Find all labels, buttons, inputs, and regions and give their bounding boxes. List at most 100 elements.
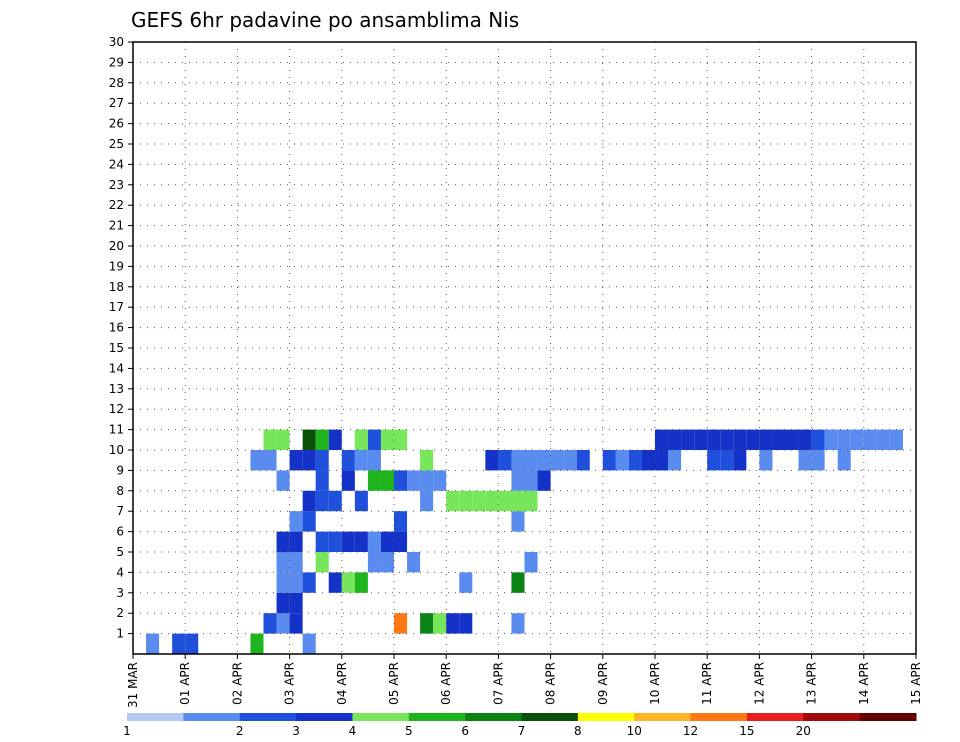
y-tick-label: 21 xyxy=(109,219,124,233)
heatmap-cell xyxy=(341,531,355,552)
heatmap-cell xyxy=(276,470,290,491)
heatmap-cell xyxy=(328,531,342,552)
y-tick-label: 28 xyxy=(109,76,124,90)
y-tick-label: 13 xyxy=(109,382,124,396)
heatmap-cell xyxy=(354,450,368,471)
heatmap-cell xyxy=(524,470,538,491)
heatmap-cell xyxy=(367,450,381,471)
heatmap-cell xyxy=(733,450,747,471)
heatmap-cell xyxy=(720,429,734,450)
heatmap-cell xyxy=(185,633,199,654)
legend-label: 5 xyxy=(405,724,413,738)
chart-title: GEFS 6hr padavine po ansamblima Nis xyxy=(131,8,519,32)
heatmap-cell xyxy=(315,552,329,573)
heatmap-cell xyxy=(511,490,525,512)
heatmap-cell xyxy=(407,470,421,491)
heatmap-cell xyxy=(837,450,851,471)
heatmap-cell xyxy=(367,429,381,450)
heatmap-cell xyxy=(498,450,512,471)
heatmap-cell xyxy=(811,429,825,450)
y-tick-label: 4 xyxy=(116,565,124,579)
legend-label: 15 xyxy=(739,724,754,738)
legend-label: 12 xyxy=(683,724,698,738)
heatmap-cell xyxy=(524,490,538,512)
heatmap-cell xyxy=(446,613,460,634)
heatmap-cell xyxy=(394,531,408,552)
heatmap-cell xyxy=(524,450,538,471)
heatmap-cell xyxy=(263,613,277,634)
heatmap-cell xyxy=(328,490,342,512)
heatmap-cell xyxy=(354,429,368,450)
heatmap-cell xyxy=(289,450,303,471)
heatmap-cell xyxy=(394,613,408,634)
x-tick-label: 14 APR xyxy=(857,662,871,705)
heatmap-cell xyxy=(759,450,773,471)
heatmap-cell xyxy=(380,470,394,491)
heatmap-cell xyxy=(511,470,525,491)
y-tick-label: 8 xyxy=(116,484,124,498)
heatmap-cell xyxy=(511,450,525,471)
legend-swatch xyxy=(577,713,635,721)
heatmap-cell xyxy=(498,490,512,512)
y-tick-label: 15 xyxy=(109,341,124,355)
heatmap-cell xyxy=(250,633,264,654)
heatmap-cell xyxy=(367,470,381,491)
heatmap-cell xyxy=(824,429,838,450)
x-tick-label: 11 APR xyxy=(700,662,714,705)
heatmap-cell xyxy=(798,450,812,471)
heatmap-cell xyxy=(511,511,525,532)
x-tick-label: 13 APR xyxy=(805,662,819,705)
heatmap-cell xyxy=(289,592,303,614)
y-tick-label: 9 xyxy=(116,463,124,477)
x-tick-label: 15 APR xyxy=(909,662,923,705)
heatmap-cell xyxy=(276,592,290,614)
legend-swatch xyxy=(465,713,522,721)
heatmap-cell xyxy=(785,429,799,450)
x-tick-label: 05 APR xyxy=(387,662,401,705)
heatmap-cell xyxy=(146,633,160,654)
heatmap-cell xyxy=(380,531,394,552)
legend-swatch xyxy=(634,713,692,721)
heatmap-cell xyxy=(367,552,381,573)
legend-label: 4 xyxy=(349,724,357,738)
heatmap-cell xyxy=(641,450,655,471)
heatmap-cell xyxy=(472,490,486,512)
legend-label: 1 xyxy=(123,724,131,738)
heatmap-cell xyxy=(511,572,525,593)
heatmap-cell xyxy=(668,450,682,471)
heatmap-cell xyxy=(302,429,316,450)
legend-swatch xyxy=(352,713,410,721)
y-tick-label: 5 xyxy=(116,545,124,559)
heatmap-cell xyxy=(655,429,669,450)
legend-swatch xyxy=(859,713,917,721)
heatmap-cell xyxy=(420,470,434,491)
color-legend: 1 2 3 4 5 6 7 8 10 12 15 20 xyxy=(123,713,917,738)
heatmap-cell xyxy=(681,429,695,450)
heatmap-cell xyxy=(628,450,642,471)
heatmap-cell xyxy=(459,490,473,512)
heatmap-cell xyxy=(172,633,186,654)
legend-label: 3 xyxy=(292,724,300,738)
heatmap-cell xyxy=(263,450,277,471)
heatmap-cell xyxy=(537,470,551,491)
heatmap-cell xyxy=(433,470,447,491)
heatmap-cell xyxy=(276,429,290,450)
x-tick-label: 07 APR xyxy=(491,662,505,705)
x-tick-label: 03 APR xyxy=(283,662,297,705)
heatmap-cell xyxy=(876,429,890,450)
y-tick-label: 26 xyxy=(109,117,124,131)
heatmap-cell xyxy=(394,429,408,450)
heatmap-cell xyxy=(407,552,421,573)
y-tick-label: 27 xyxy=(109,96,124,110)
legend-label: 8 xyxy=(574,724,582,738)
heatmap-cell xyxy=(720,450,734,471)
heatmap-cell xyxy=(668,429,682,450)
y-tick-label: 18 xyxy=(109,280,124,294)
heatmap-cell xyxy=(446,490,460,512)
x-tick-label: 02 APR xyxy=(230,662,244,705)
legend-swatch xyxy=(239,713,297,721)
heatmap-cell xyxy=(811,450,825,471)
heatmap-cell xyxy=(733,429,747,450)
heatmap-cell xyxy=(420,613,434,634)
y-tick-label: 11 xyxy=(109,423,124,437)
